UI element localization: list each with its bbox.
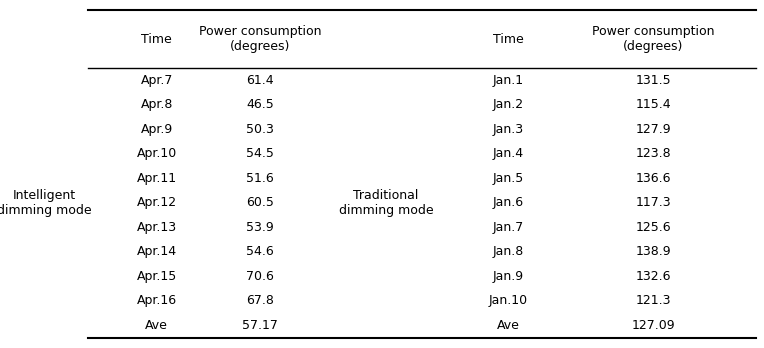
Text: Apr.13: Apr.13 bbox=[137, 221, 176, 234]
Text: 57.17: 57.17 bbox=[242, 319, 277, 332]
Text: Jan.2: Jan.2 bbox=[493, 98, 523, 111]
Text: 136.6: 136.6 bbox=[636, 172, 671, 185]
Text: 51.6: 51.6 bbox=[246, 172, 274, 185]
Text: Time: Time bbox=[493, 33, 523, 46]
Text: Jan.10: Jan.10 bbox=[488, 294, 528, 307]
Text: Ave: Ave bbox=[497, 319, 520, 332]
Text: Apr.8: Apr.8 bbox=[141, 98, 173, 111]
Text: 46.5: 46.5 bbox=[246, 98, 274, 111]
Text: Jan.8: Jan.8 bbox=[493, 245, 523, 258]
Text: Traditional
dimming mode: Traditional dimming mode bbox=[338, 189, 433, 217]
Text: Time: Time bbox=[141, 33, 172, 46]
Text: Jan.5: Jan.5 bbox=[493, 172, 523, 185]
Text: 115.4: 115.4 bbox=[636, 98, 671, 111]
Text: 54.6: 54.6 bbox=[246, 245, 274, 258]
Text: Power consumption
(degrees): Power consumption (degrees) bbox=[199, 25, 321, 53]
Text: Apr.16: Apr.16 bbox=[137, 294, 176, 307]
Text: 121.3: 121.3 bbox=[636, 294, 671, 307]
Text: Jan.6: Jan.6 bbox=[493, 196, 523, 209]
Text: 50.3: 50.3 bbox=[246, 122, 274, 136]
Text: Apr.12: Apr.12 bbox=[137, 196, 176, 209]
Text: 132.6: 132.6 bbox=[636, 270, 671, 283]
Text: Power consumption
(degrees): Power consumption (degrees) bbox=[592, 25, 714, 53]
Text: 127.09: 127.09 bbox=[631, 319, 675, 332]
Text: 125.6: 125.6 bbox=[636, 221, 671, 234]
Text: 131.5: 131.5 bbox=[636, 74, 671, 87]
Text: Jan.9: Jan.9 bbox=[493, 270, 523, 283]
Text: Jan.3: Jan.3 bbox=[493, 122, 523, 136]
Text: Apr.11: Apr.11 bbox=[137, 172, 176, 185]
Text: Jan.7: Jan.7 bbox=[493, 221, 523, 234]
Text: 127.9: 127.9 bbox=[636, 122, 671, 136]
Text: Intelligent
dimming mode: Intelligent dimming mode bbox=[0, 189, 92, 217]
Text: 61.4: 61.4 bbox=[246, 74, 274, 87]
Text: Apr.9: Apr.9 bbox=[141, 122, 173, 136]
Text: 138.9: 138.9 bbox=[636, 245, 671, 258]
Text: 117.3: 117.3 bbox=[636, 196, 671, 209]
Text: Apr.7: Apr.7 bbox=[141, 74, 173, 87]
Text: Apr.10: Apr.10 bbox=[137, 147, 176, 160]
Text: 60.5: 60.5 bbox=[246, 196, 274, 209]
Text: 67.8: 67.8 bbox=[246, 294, 274, 307]
Text: Apr.14: Apr.14 bbox=[137, 245, 176, 258]
Text: Jan.4: Jan.4 bbox=[493, 147, 523, 160]
Text: 53.9: 53.9 bbox=[246, 221, 274, 234]
Text: 70.6: 70.6 bbox=[246, 270, 274, 283]
Text: Jan.1: Jan.1 bbox=[493, 74, 523, 87]
Text: 123.8: 123.8 bbox=[636, 147, 671, 160]
Text: 54.5: 54.5 bbox=[246, 147, 274, 160]
Text: Ave: Ave bbox=[145, 319, 168, 332]
Text: Apr.15: Apr.15 bbox=[137, 270, 176, 283]
